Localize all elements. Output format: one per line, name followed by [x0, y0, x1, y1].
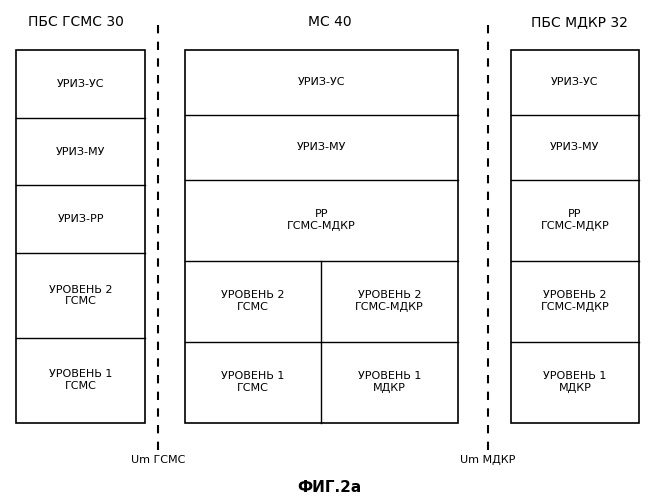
Text: УРОВЕНЬ 1
МДКР: УРОВЕНЬ 1 МДКР	[358, 371, 421, 393]
Text: Um ГСМС: Um ГСМС	[131, 455, 185, 465]
Text: ПБС ГСМС 30: ПБС ГСМС 30	[28, 16, 124, 30]
Text: ФИГ.2а: ФИГ.2а	[297, 480, 362, 495]
Text: УРИЗ-МУ: УРИЗ-МУ	[297, 142, 346, 152]
Text: УРОВЕНЬ 1
ГСМС: УРОВЕНЬ 1 ГСМС	[221, 371, 285, 393]
Text: УРОВЕНЬ 1
ГСМС: УРОВЕНЬ 1 ГСМС	[49, 370, 113, 391]
Text: УРОВЕНЬ 2
ГСМС: УРОВЕНЬ 2 ГСМС	[221, 290, 285, 312]
Text: Um МДКР: Um МДКР	[460, 455, 515, 465]
Text: МС 40: МС 40	[308, 16, 351, 30]
Text: УРИЗ-УС: УРИЗ-УС	[551, 78, 599, 88]
Text: УРИЗ-РР: УРИЗ-РР	[57, 214, 104, 224]
Bar	[511, 50, 639, 422]
Text: УРИЗ-МУ: УРИЗ-МУ	[56, 146, 105, 156]
Text: УРОВЕНЬ 1
МДКР: УРОВЕНЬ 1 МДКР	[543, 371, 607, 393]
Text: ПБС МДКР 32: ПБС МДКР 32	[531, 16, 629, 30]
Text: УРОВЕНЬ 2
ГСМС: УРОВЕНЬ 2 ГСМС	[49, 284, 113, 306]
Text: РР
ГСМС-МДКР: РР ГСМС-МДКР	[540, 209, 610, 231]
Text: УРОВЕНЬ 2
ГСМС-МДКР: УРОВЕНЬ 2 ГСМС-МДКР	[540, 290, 610, 312]
Text: УРИЗ-УС: УРИЗ-УС	[57, 79, 105, 89]
Text: РР
ГСМС-МДКР: РР ГСМС-МДКР	[287, 209, 356, 231]
Bar	[185, 50, 458, 422]
Text: УРИЗ-УС: УРИЗ-УС	[297, 78, 345, 88]
Text: УРИЗ-МУ: УРИЗ-МУ	[550, 142, 600, 152]
Text: УРОВЕНЬ 2
ГСМС-МДКР: УРОВЕНЬ 2 ГСМС-МДКР	[355, 290, 424, 312]
Bar	[16, 50, 145, 422]
